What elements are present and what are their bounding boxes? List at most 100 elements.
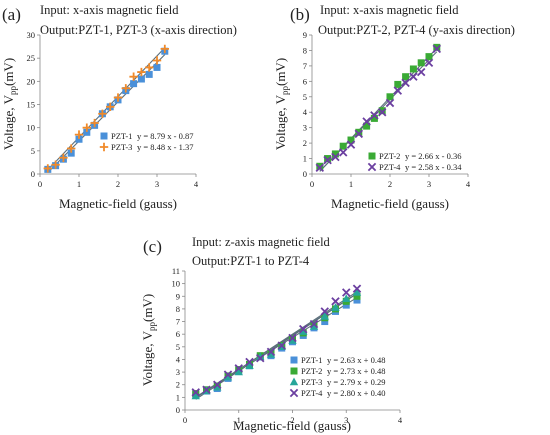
data-point xyxy=(137,67,146,77)
legend-fit-equation: y = 8.79 x - 0.87 xyxy=(137,131,194,141)
data-point xyxy=(425,53,433,61)
data-point xyxy=(353,296,361,304)
y-tick-label: 5 xyxy=(303,92,307,102)
data-point xyxy=(113,93,123,102)
data-point xyxy=(213,382,222,391)
data-point xyxy=(324,155,332,163)
data-point xyxy=(417,59,425,67)
x-tick-label: 3 xyxy=(344,415,348,425)
data-point xyxy=(370,114,378,122)
legend-fit-equation: y = 2.79 x + 0.29 xyxy=(327,377,385,387)
data-point xyxy=(331,297,340,306)
data-point xyxy=(315,163,325,173)
data-point xyxy=(90,118,99,128)
data-point xyxy=(266,349,276,358)
y-axis-label: Voltage, Vpp(mV) xyxy=(1,58,18,150)
y-tick-label: 9 xyxy=(303,30,307,40)
legend-label: PZT-3 xyxy=(301,377,322,387)
chart-title: Input: z-axis magnetic field xyxy=(192,235,331,249)
data-point xyxy=(145,70,153,78)
legend-fit-equation: y = 2.73 x + 0.48 xyxy=(327,366,385,376)
legend-marker xyxy=(290,367,298,375)
x-tick-label: 4 xyxy=(194,179,199,189)
data-point xyxy=(409,72,418,81)
data-point xyxy=(83,128,91,136)
data-point xyxy=(213,380,222,389)
x-tick-label: 1 xyxy=(237,415,241,425)
data-point xyxy=(377,107,387,117)
data-point xyxy=(331,150,339,158)
legend-label: PZT-1 xyxy=(301,355,322,365)
y-tick-label: 20 xyxy=(27,76,36,86)
data-point xyxy=(51,160,60,169)
data-point xyxy=(59,153,68,162)
data-point xyxy=(121,84,130,93)
y-tick-label: 8 xyxy=(176,304,180,314)
legend-marker xyxy=(367,162,377,172)
legend-fit-equation: y = 2.63 x + 0.48 xyxy=(327,355,385,365)
data-point xyxy=(153,63,161,71)
data-point xyxy=(299,327,308,335)
x-tick-label: 2 xyxy=(290,415,294,425)
data-point xyxy=(354,129,364,139)
data-point xyxy=(256,353,265,363)
series-pzt-3 xyxy=(43,44,169,173)
legend-marker xyxy=(289,377,299,386)
data-point xyxy=(416,67,426,77)
data-point xyxy=(401,78,410,88)
y-tick-label: 3 xyxy=(176,367,180,377)
series-pzt-2 xyxy=(316,43,441,170)
x-tick-label: 3 xyxy=(155,179,159,189)
data-point xyxy=(352,287,362,296)
data-point xyxy=(321,318,329,326)
legend-label: PZT-2 xyxy=(379,151,400,161)
legend-label: PZT-4 xyxy=(301,388,323,398)
data-point xyxy=(191,388,200,397)
data-point xyxy=(338,148,348,157)
panel-2: (b) Input: x-axis magnetic field Output:PZ… xyxy=(273,3,515,211)
data-point xyxy=(424,58,434,68)
data-point xyxy=(363,122,371,130)
x-tick-label: 0 xyxy=(183,415,187,425)
data-point xyxy=(346,140,356,149)
data-point xyxy=(316,162,324,170)
data-point xyxy=(130,80,138,88)
data-point xyxy=(370,111,379,120)
data-point xyxy=(266,347,276,357)
legend-marker xyxy=(289,388,299,398)
panel-label: (c) xyxy=(143,237,162,256)
y-tick-label: 7 xyxy=(303,61,307,71)
data-point xyxy=(394,80,402,88)
data-point xyxy=(277,341,286,350)
data-point xyxy=(98,109,107,118)
x-axis-label: Magnetic-field (gauss) xyxy=(233,418,351,433)
x-tick-label: 1 xyxy=(349,179,353,189)
y-tick-label: 4 xyxy=(303,107,308,117)
data-point xyxy=(223,372,233,381)
data-point xyxy=(362,117,371,126)
y-tick-label: 1 xyxy=(303,154,307,164)
y-tick-label: 0 xyxy=(176,405,180,415)
y-tick-label: 6 xyxy=(176,329,180,339)
series-pzt-4 xyxy=(315,44,442,173)
fit-line-pzt-4 xyxy=(319,51,438,172)
data-point xyxy=(386,93,394,101)
data-point xyxy=(75,135,83,143)
panel-label: (b) xyxy=(290,5,310,24)
x-tick-label: 2 xyxy=(116,179,120,189)
x-tick-label: 4 xyxy=(466,179,471,189)
data-point xyxy=(331,152,340,162)
data-point xyxy=(409,65,417,73)
panel-label: (a) xyxy=(2,5,21,24)
data-point xyxy=(67,144,76,153)
y-axis-label: Voltage, Vpp(mV) xyxy=(273,58,290,150)
y-axis-label: Voltage, Vpp(mV) xyxy=(140,294,157,386)
data-point xyxy=(234,367,243,376)
legend-fit-equation: y = 8.48 x - 1.37 xyxy=(137,142,194,152)
data-point xyxy=(129,72,138,81)
y-tick-label: 2 xyxy=(176,380,180,390)
y-tick-label: 1 xyxy=(176,392,180,402)
legend-label: PZT-1 xyxy=(111,131,132,141)
y-tick-label: 2 xyxy=(303,138,307,148)
data-point xyxy=(331,303,340,311)
